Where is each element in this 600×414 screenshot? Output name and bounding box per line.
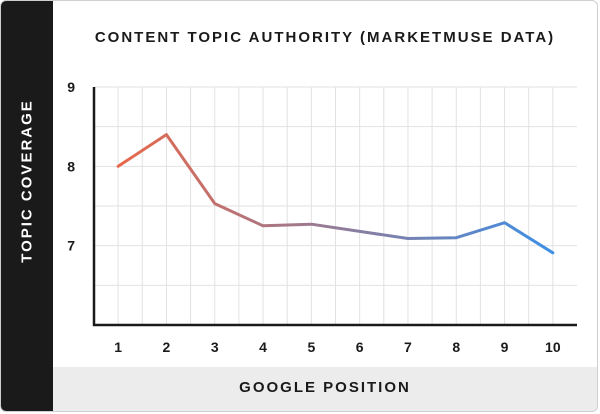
x-tick-label: 8 xyxy=(452,339,460,355)
x-tick-label: 4 xyxy=(259,339,267,355)
x-tick-label: 7 xyxy=(404,339,412,355)
chart-title: CONTENT TOPIC AUTHORITY (MARKETMUSE DATA… xyxy=(94,29,556,46)
x-tick-label: 6 xyxy=(356,339,364,355)
y-tick-label: 7 xyxy=(67,238,75,254)
y-tick-label: 9 xyxy=(67,79,75,95)
grid xyxy=(94,86,577,325)
series xyxy=(116,133,555,255)
x-axis-title: GOOGLE POSITION xyxy=(239,379,411,396)
x-axis-band: GOOGLE POSITION xyxy=(53,367,597,411)
x-tick-label: 3 xyxy=(211,339,219,355)
x-tick-label: 1 xyxy=(114,339,122,355)
x-tick-label: 10 xyxy=(545,339,561,355)
axes xyxy=(92,87,577,327)
x-tick-label: 2 xyxy=(163,339,171,355)
x-tick-label: 5 xyxy=(307,339,315,355)
x-tick-labels: 1 2 3 4 5 6 7 8 9 10 xyxy=(114,339,561,355)
series-line xyxy=(116,133,555,255)
y-tick-labels: 7 8 9 xyxy=(67,79,75,254)
x-tick-label: 9 xyxy=(501,339,509,355)
y-tick-label: 8 xyxy=(67,158,75,174)
y-axis-band: TOPIC COVERAGE xyxy=(1,1,53,411)
